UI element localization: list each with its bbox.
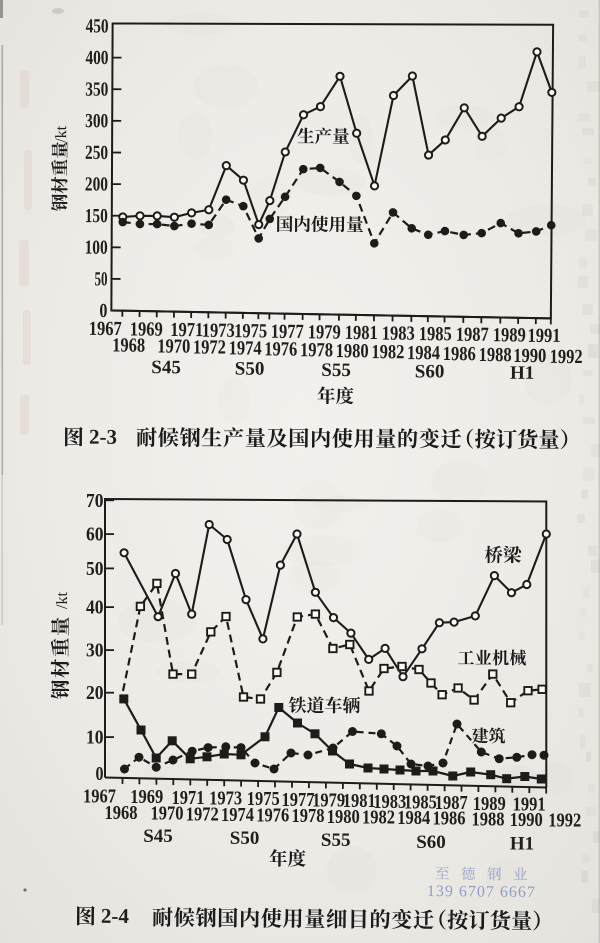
svg-text:1974: 1974 xyxy=(229,337,262,359)
svg-text:1969: 1969 xyxy=(130,318,163,340)
svg-text:S50: S50 xyxy=(235,359,265,380)
svg-text:1991: 1991 xyxy=(528,325,561,347)
svg-text:350: 350 xyxy=(85,79,108,101)
svg-text:/kt: /kt xyxy=(53,125,70,143)
svg-text:1967: 1967 xyxy=(83,786,116,808)
svg-text:1989: 1989 xyxy=(493,324,526,346)
svg-text:20: 20 xyxy=(86,682,104,704)
svg-text:1976: 1976 xyxy=(256,805,289,827)
svg-text:1968: 1968 xyxy=(112,335,145,357)
svg-text:1974: 1974 xyxy=(221,804,254,826)
svg-text:450: 450 xyxy=(86,15,109,37)
svg-text:1985: 1985 xyxy=(419,323,452,345)
svg-text:1975: 1975 xyxy=(247,788,280,810)
svg-text:1981: 1981 xyxy=(343,790,376,812)
svg-text:100: 100 xyxy=(85,237,108,259)
svg-text:1988: 1988 xyxy=(472,808,505,830)
svg-text:1978: 1978 xyxy=(292,805,325,827)
svg-text:0: 0 xyxy=(99,300,107,322)
svg-text:S60: S60 xyxy=(416,832,446,853)
svg-text:S55: S55 xyxy=(321,360,351,381)
svg-text:1986: 1986 xyxy=(433,808,466,830)
svg-text:250: 250 xyxy=(85,142,108,164)
svg-text:1990: 1990 xyxy=(513,345,546,367)
svg-text:1980: 1980 xyxy=(327,806,360,828)
svg-text:1981: 1981 xyxy=(345,322,378,344)
svg-text:40: 40 xyxy=(86,597,104,619)
svg-text:1983: 1983 xyxy=(382,323,415,345)
svg-text:300: 300 xyxy=(85,110,108,132)
svg-text:1977: 1977 xyxy=(282,789,315,811)
svg-text:50: 50 xyxy=(86,558,104,580)
svg-text:1972: 1972 xyxy=(193,336,226,358)
svg-text:S60: S60 xyxy=(415,361,445,382)
svg-text:S50: S50 xyxy=(230,828,260,849)
svg-text:1980: 1980 xyxy=(336,340,369,362)
svg-text:/kt: /kt xyxy=(54,592,71,609)
svg-text:S45: S45 xyxy=(151,357,181,378)
svg-text:1987: 1987 xyxy=(435,792,468,814)
svg-text:1978: 1978 xyxy=(300,339,333,361)
svg-text:1989: 1989 xyxy=(473,793,506,815)
svg-text:1984: 1984 xyxy=(397,807,430,829)
svg-text:1986: 1986 xyxy=(443,343,476,365)
svg-text:1979: 1979 xyxy=(308,321,341,343)
svg-text:1976: 1976 xyxy=(264,338,297,360)
svg-text:1971: 1971 xyxy=(170,319,203,341)
svg-text:1979: 1979 xyxy=(312,790,345,812)
svg-text:1970: 1970 xyxy=(157,335,190,357)
svg-text:1992: 1992 xyxy=(548,810,581,832)
svg-text:1987: 1987 xyxy=(456,324,489,346)
svg-text:S55: S55 xyxy=(321,830,351,851)
svg-text:1988: 1988 xyxy=(479,344,512,366)
svg-text:1985: 1985 xyxy=(404,792,437,814)
svg-text:2-3: 2-3 xyxy=(89,425,117,449)
svg-text:1982: 1982 xyxy=(362,806,395,828)
svg-text:10: 10 xyxy=(86,727,104,749)
svg-text:70: 70 xyxy=(86,490,104,512)
svg-text:400: 400 xyxy=(85,47,108,69)
svg-text:1990: 1990 xyxy=(510,809,543,831)
svg-text:H1: H1 xyxy=(510,834,534,855)
svg-text:1970: 1970 xyxy=(151,803,184,825)
svg-text:60: 60 xyxy=(86,524,104,546)
svg-text:1984: 1984 xyxy=(407,342,440,364)
svg-text:1967: 1967 xyxy=(89,318,122,340)
svg-text:1992: 1992 xyxy=(550,346,583,368)
svg-text:1975: 1975 xyxy=(234,320,267,342)
svg-text:150: 150 xyxy=(85,205,108,227)
svg-text:1971: 1971 xyxy=(172,787,205,809)
svg-text:1991: 1991 xyxy=(513,794,546,816)
svg-text:1973: 1973 xyxy=(209,788,242,810)
svg-text:1977: 1977 xyxy=(271,321,304,343)
svg-text:H1: H1 xyxy=(510,363,534,384)
svg-text:1968: 1968 xyxy=(105,802,138,824)
svg-text:30: 30 xyxy=(86,640,104,662)
svg-text:50: 50 xyxy=(94,268,107,290)
svg-text:1982: 1982 xyxy=(371,341,404,363)
svg-text:0: 0 xyxy=(96,763,104,785)
svg-text:2-4: 2-4 xyxy=(101,904,130,928)
svg-text:S45: S45 xyxy=(143,826,173,847)
svg-text:1983: 1983 xyxy=(373,791,406,813)
svg-text:1973: 1973 xyxy=(202,320,235,342)
svg-text:139 6707 6667: 139 6707 6667 xyxy=(427,883,536,901)
svg-text:1972: 1972 xyxy=(186,803,219,825)
svg-text:1969: 1969 xyxy=(130,786,163,808)
svg-text:200: 200 xyxy=(85,173,108,195)
